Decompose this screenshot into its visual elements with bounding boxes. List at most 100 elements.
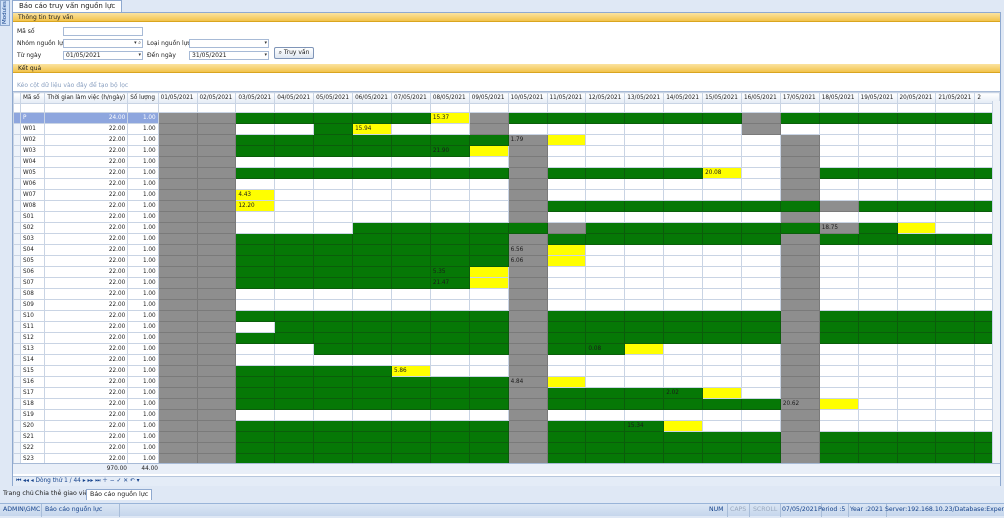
day-cell[interactable] (274, 145, 315, 157)
day-cell[interactable] (546, 387, 587, 399)
day-cell[interactable] (624, 299, 665, 311)
day-cell[interactable] (702, 244, 742, 256)
column-header-date[interactable]: 11/05/2021 (546, 92, 587, 104)
day-cell[interactable] (313, 332, 354, 344)
cell-ma-so[interactable]: S16 (20, 376, 46, 388)
day-cell[interactable] (740, 112, 781, 124)
cell-ma-so[interactable]: W03 (20, 145, 46, 157)
day-cell[interactable] (157, 398, 198, 410)
table-row[interactable]: S07 22.00 1.00 21.47 (13, 277, 1000, 289)
day-cell[interactable] (274, 123, 315, 135)
day-cell[interactable] (196, 200, 237, 212)
day-cell[interactable] (468, 189, 509, 201)
day-cell[interactable] (818, 189, 859, 201)
day-cell[interactable] (507, 167, 548, 179)
day-cell[interactable] (702, 112, 742, 124)
cell-so-luong[interactable]: 1.00 (127, 442, 159, 454)
day-cell[interactable] (740, 354, 781, 366)
day-cell[interactable] (818, 200, 859, 212)
day-cell[interactable] (935, 123, 976, 135)
column-header-date[interactable]: 15/05/2021 (702, 92, 742, 104)
day-cell[interactable] (468, 222, 509, 234)
column-header-so-luong[interactable]: Số lượng (127, 92, 159, 104)
day-cell[interactable] (663, 310, 704, 322)
day-cell[interactable] (740, 442, 781, 454)
filter-cell[interactable] (935, 103, 976, 113)
day-cell[interactable] (313, 420, 354, 432)
day-cell[interactable]: 4.43 (235, 189, 276, 201)
filter-cell[interactable] (127, 103, 159, 113)
day-cell[interactable] (663, 420, 704, 432)
day-cell[interactable] (546, 277, 587, 289)
cell-so-luong[interactable]: 1.00 (127, 134, 159, 146)
filter-cell[interactable] (857, 103, 898, 113)
day-cell[interactable] (157, 376, 198, 388)
day-cell[interactable] (896, 365, 937, 377)
cell-so-luong[interactable]: 1.00 (127, 332, 159, 344)
day-cell[interactable] (624, 310, 665, 322)
day-cell[interactable] (896, 112, 937, 124)
day-cell[interactable] (235, 244, 276, 256)
result-group-header[interactable]: Kết quả (13, 64, 1000, 73)
day-cell[interactable] (352, 266, 392, 278)
day-cell[interactable] (235, 222, 276, 234)
cell-thoi-gian[interactable]: 22.00 (44, 145, 129, 157)
day-cell[interactable] (313, 244, 354, 256)
day-cell[interactable] (663, 222, 704, 234)
cell-ma-so[interactable]: S12 (20, 332, 46, 344)
day-cell[interactable] (390, 376, 431, 388)
day-cell[interactable] (702, 376, 742, 388)
tab-trang-chu[interactable]: Trang chủ (3, 490, 34, 497)
day-cell[interactable] (468, 277, 509, 289)
day-cell[interactable] (935, 244, 976, 256)
day-cell[interactable] (935, 365, 976, 377)
day-cell[interactable] (935, 332, 976, 344)
day-cell[interactable] (352, 189, 392, 201)
day-cell[interactable] (857, 376, 898, 388)
row-indicator[interactable] (13, 299, 22, 311)
day-cell[interactable] (818, 376, 859, 388)
day-cell[interactable] (935, 431, 976, 443)
row-indicator[interactable] (13, 365, 22, 377)
cell-so-luong[interactable]: 1.00 (127, 277, 159, 289)
day-cell[interactable] (157, 420, 198, 432)
filter-cell[interactable] (429, 103, 470, 113)
day-cell[interactable] (624, 178, 665, 190)
day-cell[interactable] (468, 343, 509, 355)
day-cell[interactable] (313, 156, 354, 168)
day-cell[interactable] (157, 354, 198, 366)
day-cell[interactable] (546, 200, 587, 212)
day-cell[interactable] (857, 266, 898, 278)
row-indicator[interactable] (13, 398, 22, 410)
day-cell[interactable]: 15.34 (624, 420, 665, 432)
cell-thoi-gian[interactable]: 22.00 (44, 222, 129, 234)
day-cell[interactable]: 1.79 (507, 134, 548, 146)
day-cell[interactable] (352, 222, 392, 234)
day-cell[interactable] (818, 211, 859, 223)
day-cell[interactable] (702, 343, 742, 355)
day-cell[interactable] (818, 288, 859, 300)
day-cell[interactable] (196, 420, 237, 432)
day-cell[interactable] (235, 420, 276, 432)
cell-so-luong[interactable]: 1.00 (127, 255, 159, 267)
column-header-date[interactable]: 10/05/2021 (507, 92, 548, 104)
day-cell[interactable] (352, 365, 392, 377)
day-cell[interactable] (702, 321, 742, 333)
day-cell[interactable] (818, 310, 859, 322)
cell-thoi-gian[interactable]: 22.00 (44, 233, 129, 245)
day-cell[interactable] (585, 420, 626, 432)
row-indicator[interactable] (13, 211, 22, 223)
day-cell[interactable] (274, 233, 315, 245)
day-cell[interactable] (274, 244, 315, 256)
day-cell[interactable] (274, 442, 315, 454)
day-cell[interactable] (624, 431, 665, 443)
day-cell[interactable] (390, 310, 431, 322)
day-cell[interactable] (157, 387, 198, 399)
day-cell[interactable] (857, 409, 898, 421)
day-cell[interactable] (818, 167, 859, 179)
day-cell[interactable] (390, 244, 431, 256)
tab-chia-the-giao-viec[interactable]: Chia thẻ giao việc (35, 490, 92, 497)
day-cell[interactable] (235, 123, 276, 135)
cell-ma-so[interactable]: W08 (20, 200, 46, 212)
cell-ma-so[interactable]: S02 (20, 222, 46, 234)
